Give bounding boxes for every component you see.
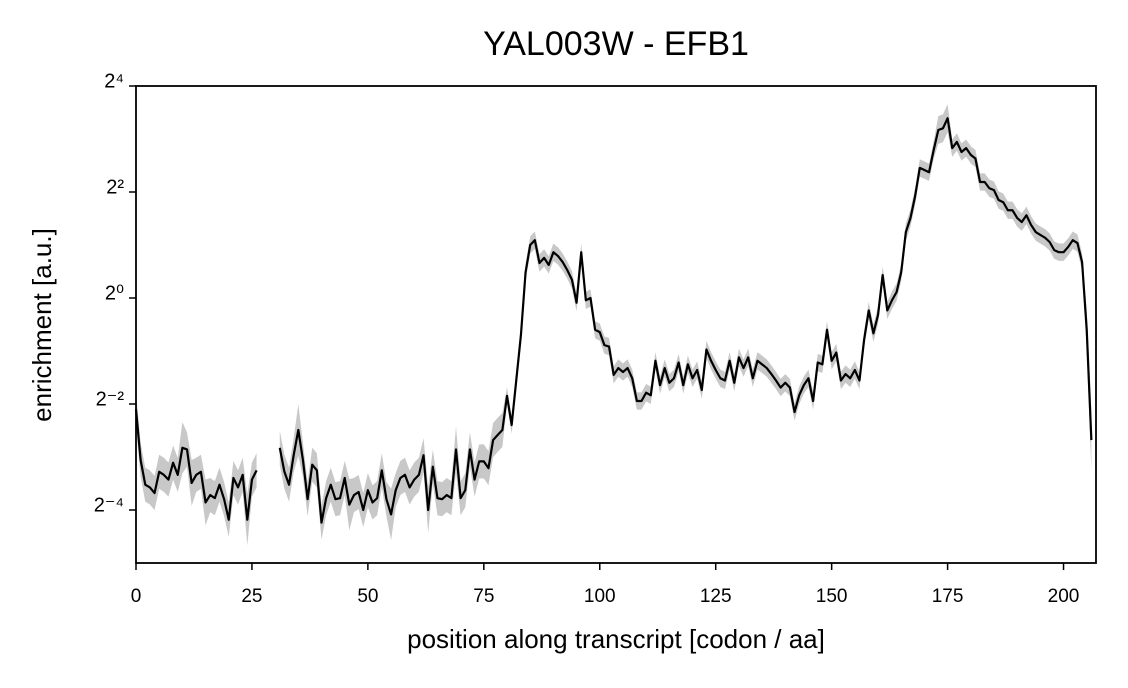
y-axis-label: enrichment [a.u.] (27, 228, 57, 422)
x-tick-label: 150 (816, 586, 848, 607)
x-tick-label: 0 (131, 586, 142, 607)
x-tick-label: 50 (357, 586, 378, 607)
x-tick-label: 100 (584, 586, 616, 607)
chart-title: YAL003W - EFB1 (483, 25, 749, 63)
x-tick-label: 200 (1048, 586, 1080, 607)
x-tick-label: 75 (473, 586, 494, 607)
error-band (279, 104, 1092, 541)
error-band (136, 392, 257, 546)
plot-frame (135, 85, 1097, 564)
data-line (134, 117, 1093, 524)
y-tick-label: 2⁻² (96, 388, 125, 410)
y-tick-label: 2⁴ (104, 70, 124, 92)
x-tick-label: 125 (700, 586, 732, 607)
x-axis-label: position along transcript [codon / aa] (407, 624, 825, 654)
y-tick-label: 2² (106, 176, 124, 198)
x-tick-label: 25 (241, 586, 262, 607)
y-tick-label: 2⁻⁴ (94, 494, 124, 516)
x-tick-label: 175 (932, 586, 964, 607)
y-tick-label: 2⁰ (105, 282, 124, 304)
